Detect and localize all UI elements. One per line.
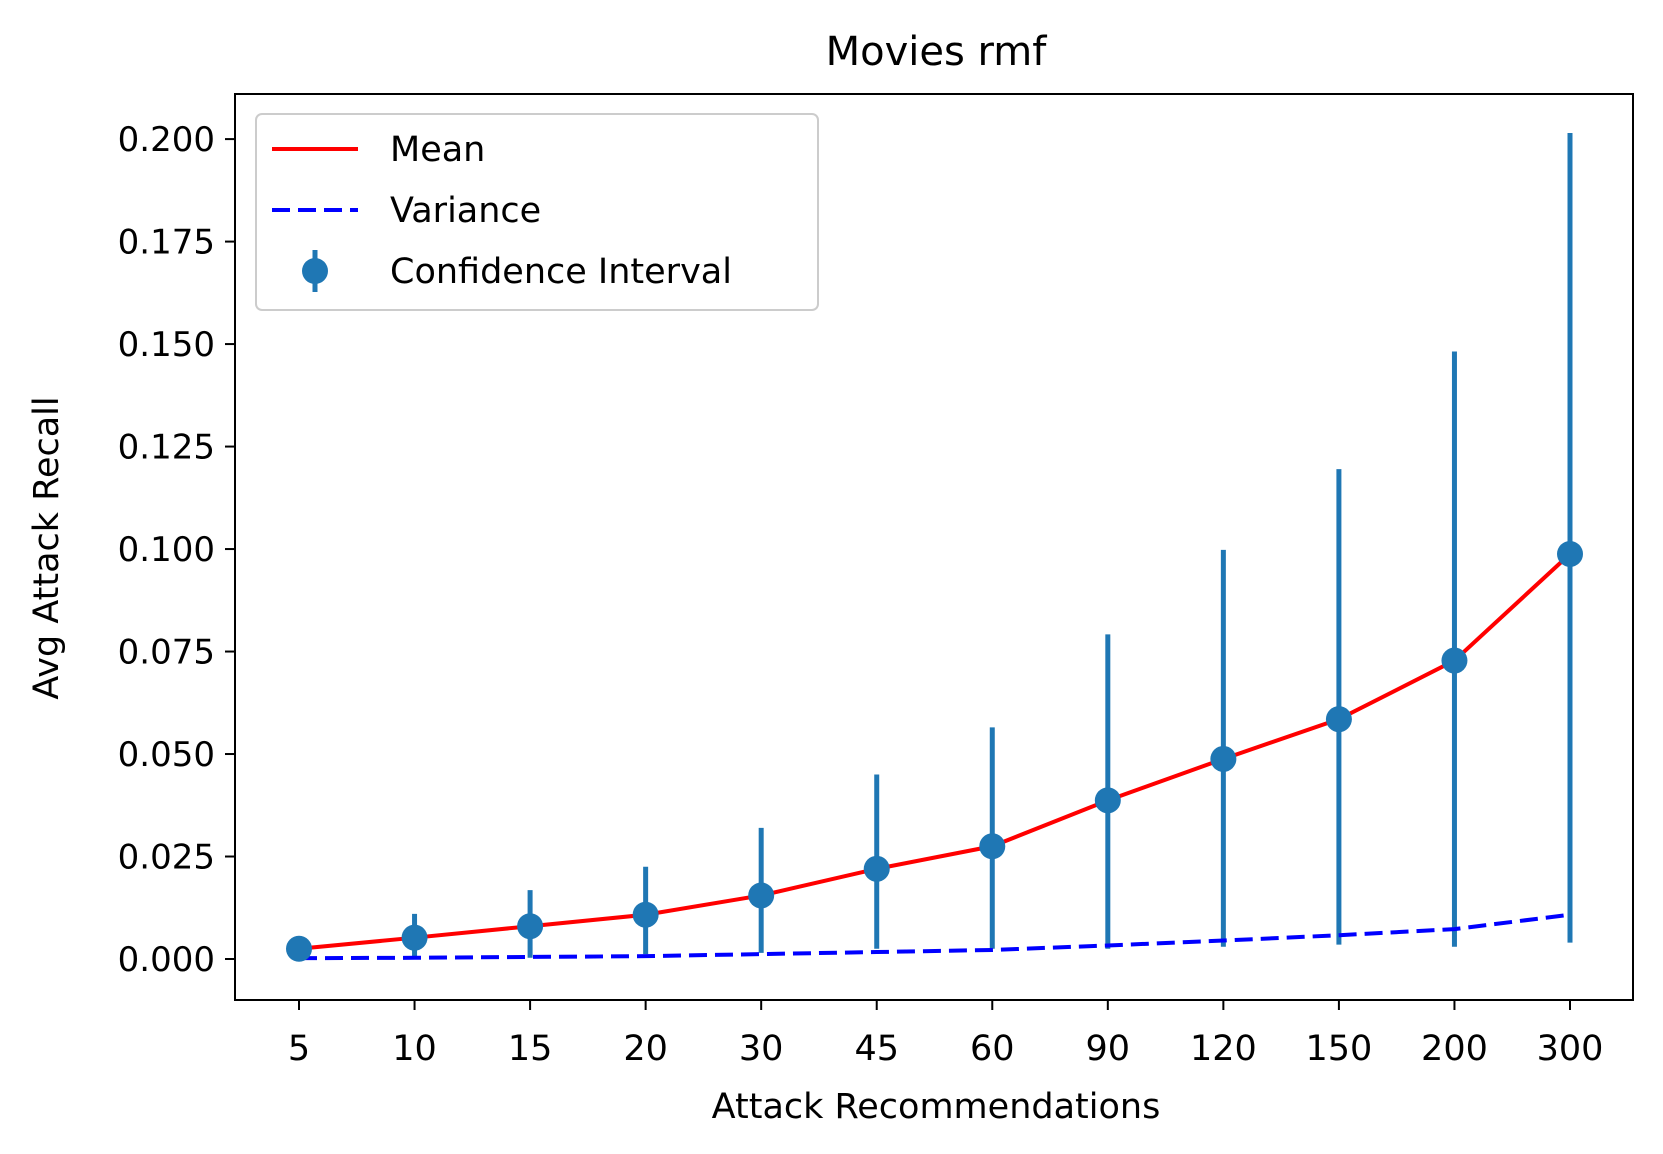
ci-point xyxy=(517,913,544,940)
y-tick-label: 0.200 xyxy=(118,120,215,160)
x-tick-label: 10 xyxy=(392,1029,437,1069)
x-tick-label: 90 xyxy=(1086,1029,1131,1069)
ci-point xyxy=(1094,787,1121,814)
x-axis-label: Attack Recommendations xyxy=(712,1087,1161,1127)
ci-point xyxy=(286,935,312,962)
ci-point xyxy=(1325,706,1352,733)
ci-point xyxy=(632,901,659,928)
x-tick-label: 300 xyxy=(1537,1029,1604,1069)
ci-point xyxy=(748,882,775,909)
x-tick-label: 30 xyxy=(739,1029,784,1069)
y-tick-label: 0.050 xyxy=(118,735,215,775)
ci-point xyxy=(1441,647,1468,674)
legend: Mean Variance Confidence Interval xyxy=(255,113,819,311)
legend-label: Mean xyxy=(390,130,485,170)
x-tick-label: 200 xyxy=(1421,1029,1488,1069)
mean-line xyxy=(298,552,1572,951)
x-tick-label: 60 xyxy=(970,1029,1015,1069)
variance-line xyxy=(298,912,1571,961)
y-tick-label: 0.100 xyxy=(118,530,215,570)
legend-box xyxy=(255,113,819,311)
legend-label: Variance xyxy=(390,191,541,231)
x-tick-label: 15 xyxy=(508,1029,553,1069)
y-tick-label: 0.075 xyxy=(118,633,215,673)
x-tick-label: 5 xyxy=(288,1029,310,1069)
legend-label: Confidence Interval xyxy=(390,252,732,292)
ci-point xyxy=(1557,540,1583,567)
y-tick-label: 0.000 xyxy=(118,940,215,980)
x-tick-label: 20 xyxy=(623,1029,668,1069)
plot-area: 0.000 0.025 0.050 0.075 0.100 0.125 0.150 0.175… xyxy=(118,93,1634,1069)
ci-point xyxy=(401,924,428,951)
x-tick-label: 120 xyxy=(1190,1029,1257,1069)
y-tick-label: 0.125 xyxy=(118,428,215,468)
axes-frame xyxy=(234,93,1634,1001)
chart-title: Movies rmf xyxy=(826,29,1048,75)
y-tick-label: 0.150 xyxy=(118,325,215,365)
x-tick-label: 150 xyxy=(1306,1029,1373,1069)
y-tick-label: 0.025 xyxy=(118,838,215,878)
y-axis-label: Avg Attack Recall xyxy=(27,396,67,699)
x-tick-label: 45 xyxy=(854,1029,899,1069)
y-tick-label: 0.175 xyxy=(118,223,215,263)
legend-ci-marker xyxy=(302,258,328,284)
ci-point xyxy=(1210,745,1237,772)
ci-point xyxy=(979,833,1006,860)
ci-point xyxy=(863,855,890,882)
